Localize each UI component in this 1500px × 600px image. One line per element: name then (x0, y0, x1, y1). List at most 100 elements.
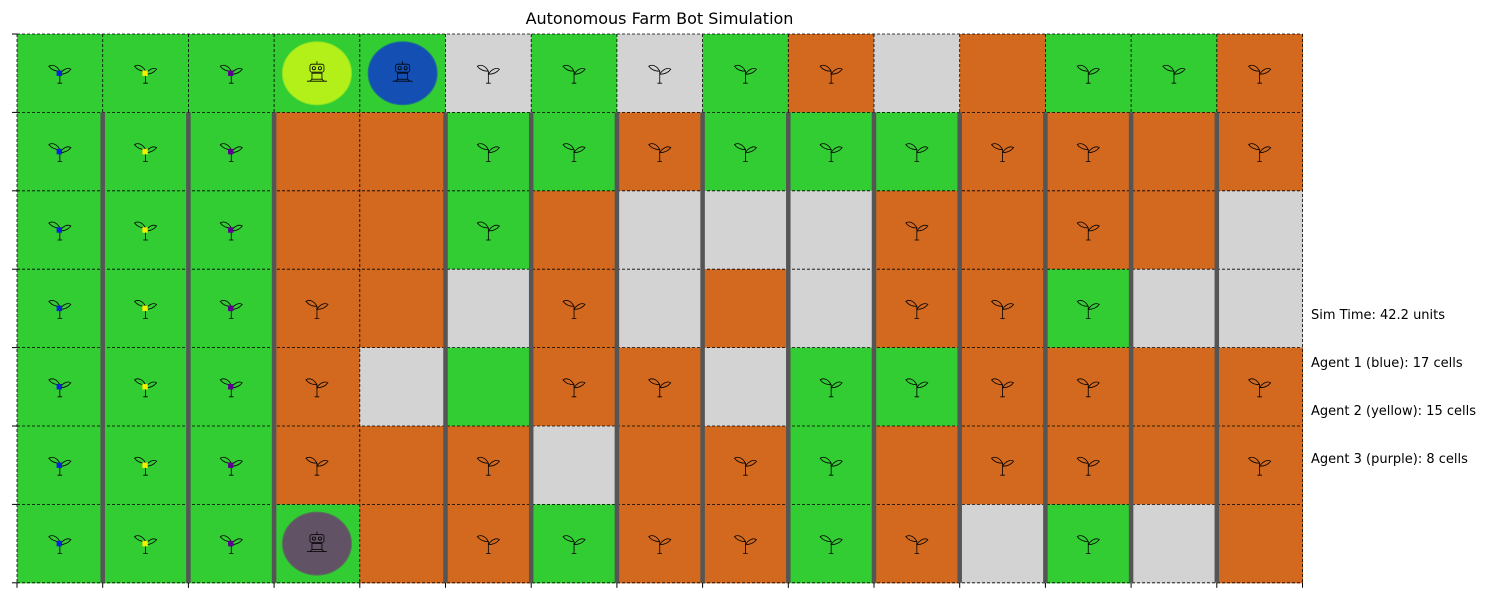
plant-icon (1076, 143, 1100, 163)
plant-icon (133, 143, 158, 163)
plant-icon (905, 535, 929, 554)
plant-icon (133, 300, 158, 319)
grid-cell (1131, 426, 1218, 505)
grid-cell (1131, 269, 1218, 349)
plant-icon (990, 456, 1015, 476)
agent2-stats: Agent 2 (yellow): 15 cells (1311, 404, 1476, 419)
plant-icon (819, 378, 843, 398)
plant-icon (562, 64, 586, 84)
plant-icon (562, 143, 586, 163)
plant-icon (648, 378, 672, 398)
plant-icon (1162, 64, 1186, 84)
plant-icon (733, 143, 758, 163)
grid-cell (616, 190, 704, 270)
plant-icon (1248, 378, 1272, 398)
grid-cell (702, 190, 789, 270)
plant-icon (219, 143, 243, 163)
plant-icon (990, 378, 1015, 398)
plant-icon (562, 378, 586, 398)
sim-time-text: Sim Time: 42.2 units (1311, 308, 1446, 323)
grid-cell (616, 269, 704, 349)
agent-marker (56, 305, 63, 312)
plant-icon (48, 221, 72, 241)
grid-cell (359, 190, 446, 270)
agent-marker (56, 227, 63, 233)
plant-icon (1076, 378, 1100, 398)
farm-grid (12, 33, 1303, 588)
plant-icon (733, 456, 758, 476)
plant-icon (219, 378, 243, 398)
plant-icon (648, 64, 672, 84)
grid-cell (788, 190, 875, 270)
plant-icon (219, 221, 243, 241)
grid-cell (1216, 190, 1303, 270)
robot-icon (306, 531, 327, 552)
grid-cell (1131, 190, 1218, 270)
agent-marker (228, 305, 234, 312)
plant-icon (48, 456, 72, 476)
chart-title: Autonomous Farm Bot Simulation (525, 9, 794, 28)
plant-icon (48, 300, 72, 319)
plant-icon (476, 143, 500, 163)
agent-marker (56, 540, 63, 547)
plant-icon (733, 64, 758, 84)
plant-icon (990, 143, 1015, 163)
agent-marker (228, 148, 234, 155)
grid-cell (1131, 504, 1218, 584)
plant-icon (133, 64, 158, 84)
grid-cell (788, 269, 875, 349)
grid-cell (1131, 347, 1218, 427)
plant-icon (648, 143, 672, 163)
plant-icon (476, 456, 500, 476)
plant-icon (905, 378, 929, 398)
grid-cell (359, 112, 446, 192)
grid-cell (274, 190, 361, 270)
plant-icon (133, 378, 158, 398)
grid-cell (874, 34, 961, 113)
plant-icon (562, 535, 586, 554)
plant-icon (990, 300, 1015, 319)
agent-marker (56, 148, 63, 155)
agent-marker (228, 540, 234, 547)
plant-icon (1248, 456, 1272, 476)
plant-icon (133, 221, 158, 241)
status-panel: Sim Time: 42.2 units Agent 1 (blue): 17 … (1311, 276, 1476, 484)
plant-icon (219, 64, 243, 84)
agent-marker (142, 148, 148, 155)
plant-icon (648, 535, 672, 554)
agent-marker (228, 227, 234, 233)
agent-marker (142, 70, 148, 76)
plant-icon (305, 300, 329, 319)
plant-icon (819, 64, 843, 84)
grid-cell (359, 504, 446, 584)
plant-icon (133, 456, 158, 476)
agent-marker (142, 384, 148, 390)
plant-icon (905, 221, 929, 241)
robot-icon (392, 61, 413, 82)
plant-icon (476, 64, 500, 84)
plant-icon (1248, 143, 1272, 163)
plant-icon (819, 456, 843, 476)
grid-cell (959, 504, 1046, 584)
grid-cell (616, 426, 704, 505)
grid-cell (445, 269, 532, 349)
agent-marker (228, 70, 234, 76)
agent-marker (228, 384, 234, 390)
plant-icon (1076, 64, 1100, 84)
plant-icon (819, 535, 843, 554)
plant-icon (1076, 221, 1100, 241)
plant-icon (305, 378, 329, 398)
grid-cell (274, 112, 361, 192)
grid-cell (445, 347, 532, 427)
plant-icon (819, 143, 843, 163)
agent-marker (142, 462, 148, 468)
plant-icon (562, 300, 586, 319)
plant-icon (1076, 300, 1100, 319)
grid-cell (359, 269, 446, 349)
agent-marker (56, 462, 63, 468)
agent-marker (56, 384, 63, 390)
plant-icon (219, 300, 243, 319)
plant-icon (1076, 535, 1100, 554)
grid-cell (359, 426, 446, 505)
grid-cell (531, 190, 618, 270)
